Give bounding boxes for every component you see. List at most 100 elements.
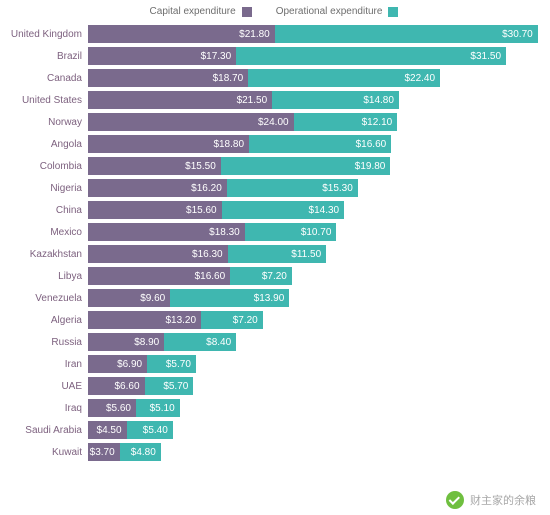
- bar-segment-capital: $6.90: [88, 355, 147, 373]
- bar-segment-operational: $13.90: [170, 289, 289, 307]
- bar-track: $5.60$5.10: [88, 399, 542, 417]
- bar-segment-capital: $15.60: [88, 201, 222, 219]
- bar-segment-operational: $14.80: [272, 91, 399, 109]
- chart-rows: United Kingdom$21.80$30.70 Brazil$17.30$3…: [6, 25, 542, 461]
- country-label: Norway: [6, 117, 88, 128]
- legend-label: Capital expenditure: [150, 6, 236, 17]
- country-label: Mexico: [6, 227, 88, 238]
- chart-row: Mexico$18.30$10.70: [6, 223, 542, 241]
- country-label: United Kingdom: [6, 29, 88, 40]
- bar-segment-capital: $18.70: [88, 69, 248, 87]
- bar-segment-capital: $21.50: [88, 91, 272, 109]
- chart-row: Iran$6.90$5.70: [6, 355, 542, 373]
- chart-row: Colombia$15.50$19.80: [6, 157, 542, 175]
- bar-segment-capital: $16.20: [88, 179, 227, 197]
- bar-segment-operational: $8.40: [164, 333, 236, 351]
- country-label: Iran: [6, 359, 88, 370]
- bar-segment-capital: $13.20: [88, 311, 201, 329]
- country-label: China: [6, 205, 88, 216]
- legend-item-capital: Capital expenditure: [150, 6, 252, 17]
- chart-legend: Capital expenditure Operational expendit…: [6, 6, 542, 17]
- bar-track: $16.30$11.50: [88, 245, 542, 263]
- chart-row: Canada$18.70$22.40: [6, 69, 542, 87]
- chart-row: United Kingdom$21.80$30.70: [6, 25, 542, 43]
- bar-segment-capital: $9.60: [88, 289, 170, 307]
- bar-track: $16.20$15.30: [88, 179, 542, 197]
- bar-segment-capital: $16.60: [88, 267, 230, 285]
- bar-track: $6.60$5.70: [88, 377, 542, 395]
- bar-segment-operational: $14.30: [222, 201, 344, 219]
- legend-swatch-capital: [242, 7, 252, 17]
- attribution-overlay: 财主家的余粮: [442, 489, 540, 511]
- chart-row: Kuwait$3.70$4.80: [6, 443, 542, 461]
- bar-segment-capital: $16.30: [88, 245, 228, 263]
- country-label: Colombia: [6, 161, 88, 172]
- bar-segment-operational: $15.30: [227, 179, 358, 197]
- bar-track: $6.90$5.70: [88, 355, 542, 373]
- attribution-text: 财主家的余粮: [470, 492, 536, 508]
- bar-track: $17.30$31.50: [88, 47, 542, 65]
- bar-segment-operational: $5.10: [136, 399, 180, 417]
- chart-row: Norway$24.00$12.10: [6, 113, 542, 131]
- chart-row: Iraq$5.60$5.10: [6, 399, 542, 417]
- chart-row: Brazil$17.30$31.50: [6, 47, 542, 65]
- bar-segment-capital: $4.50: [88, 421, 127, 439]
- bar-track: $18.30$10.70: [88, 223, 542, 241]
- country-label: Iraq: [6, 403, 88, 414]
- country-label: Algeria: [6, 315, 88, 326]
- chart-row: Venezuela$9.60$13.90: [6, 289, 542, 307]
- bar-segment-capital: $18.30: [88, 223, 245, 241]
- chart-row: United States$21.50$14.80: [6, 91, 542, 109]
- bar-segment-capital: $6.60: [88, 377, 145, 395]
- bar-track: $18.70$22.40: [88, 69, 542, 87]
- bar-track: $18.80$16.60: [88, 135, 542, 153]
- chart-row: Libya$16.60$7.20: [6, 267, 542, 285]
- country-label: Libya: [6, 271, 88, 282]
- wechat-icon: [446, 491, 464, 509]
- bar-segment-operational: $4.80: [120, 443, 161, 461]
- chart-row: Algeria$13.20$7.20: [6, 311, 542, 329]
- bar-segment-operational: $16.60: [249, 135, 391, 153]
- chart-row: Russia$8.90$8.40: [6, 333, 542, 351]
- country-label: UAE: [6, 381, 88, 392]
- bar-track: $9.60$13.90: [88, 289, 542, 307]
- bar-segment-operational: $22.40: [248, 69, 440, 87]
- expenditure-chart: Capital expenditure Operational expendit…: [0, 0, 550, 471]
- bar-segment-operational: $5.40: [127, 421, 173, 439]
- bar-track: $21.50$14.80: [88, 91, 542, 109]
- bar-segment-operational: $5.70: [145, 377, 194, 395]
- country-label: Russia: [6, 337, 88, 348]
- bar-segment-capital: $3.70: [88, 443, 120, 461]
- bar-track: $3.70$4.80: [88, 443, 542, 461]
- chart-row: Angola$18.80$16.60: [6, 135, 542, 153]
- legend-label: Operational expenditure: [276, 6, 383, 17]
- bar-segment-operational: $19.80: [221, 157, 391, 175]
- bar-segment-capital: $24.00: [88, 113, 294, 131]
- country-label: Kazakhstan: [6, 249, 88, 260]
- country-label: Angola: [6, 139, 88, 150]
- bar-track: $24.00$12.10: [88, 113, 542, 131]
- country-label: Brazil: [6, 51, 88, 62]
- bar-segment-operational: $31.50: [236, 47, 506, 65]
- bar-track: $8.90$8.40: [88, 333, 542, 351]
- legend-swatch-operational: [388, 7, 398, 17]
- bar-segment-operational: $30.70: [275, 25, 538, 43]
- bar-segment-operational: $10.70: [245, 223, 337, 241]
- chart-row: China$15.60$14.30: [6, 201, 542, 219]
- bar-segment-capital: $8.90: [88, 333, 164, 351]
- country-label: Canada: [6, 73, 88, 84]
- chart-row: Saudi Arabia$4.50$5.40: [6, 421, 542, 439]
- country-label: United States: [6, 95, 88, 106]
- bar-track: $16.60$7.20: [88, 267, 542, 285]
- bar-segment-capital: $21.80: [88, 25, 275, 43]
- bar-track: $15.50$19.80: [88, 157, 542, 175]
- bar-segment-operational: $7.20: [201, 311, 263, 329]
- country-label: Kuwait: [6, 447, 88, 458]
- chart-row: UAE$6.60$5.70: [6, 377, 542, 395]
- chart-row: Nigeria$16.20$15.30: [6, 179, 542, 197]
- country-label: Saudi Arabia: [6, 425, 88, 436]
- bar-track: $13.20$7.20: [88, 311, 542, 329]
- bar-segment-operational: $12.10: [294, 113, 398, 131]
- country-label: Nigeria: [6, 183, 88, 194]
- bar-segment-operational: $7.20: [230, 267, 292, 285]
